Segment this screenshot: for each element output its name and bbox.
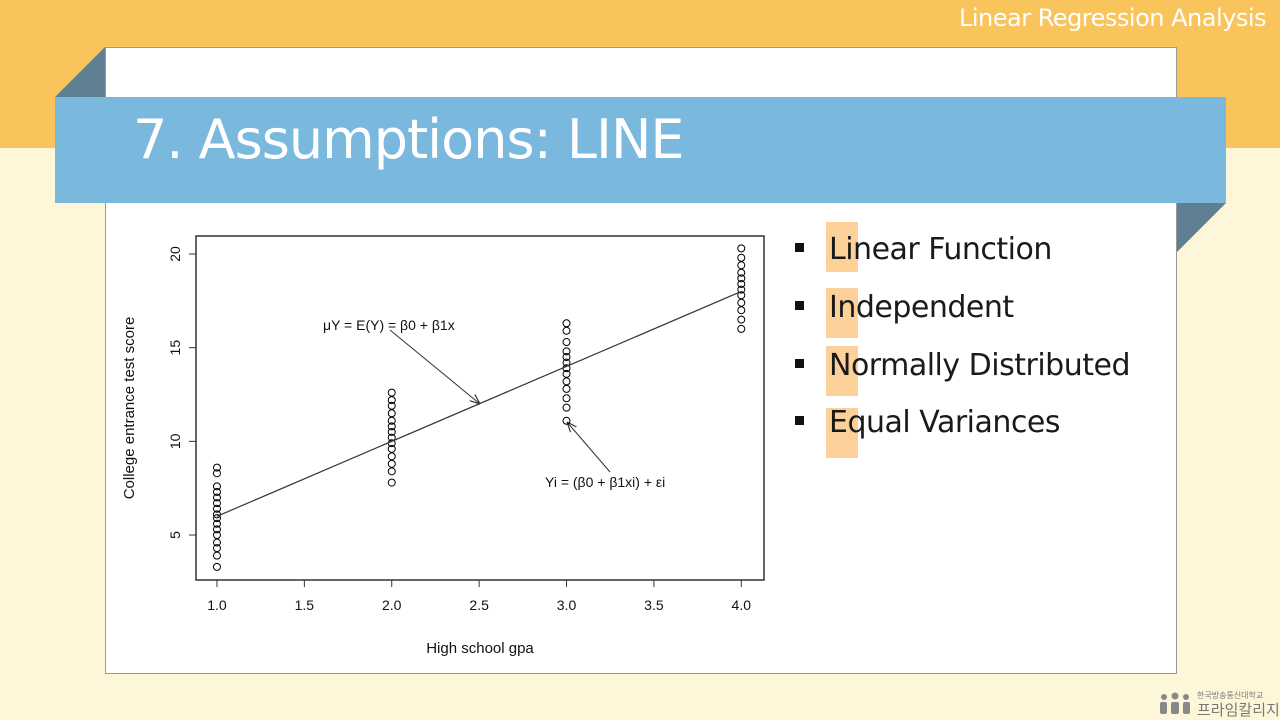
bullet: Normally Distributed: [795, 348, 1131, 383]
x-tick-label: 3.0: [557, 597, 577, 613]
point: [387, 422, 396, 431]
point: [562, 319, 571, 328]
point: [387, 409, 396, 418]
y-tick-label: 10: [167, 433, 183, 449]
point: [387, 427, 396, 436]
point: [737, 279, 746, 288]
x-tick-label: 3.5: [644, 597, 664, 613]
point: [212, 487, 221, 496]
point: [387, 444, 396, 453]
y-tick-label: 15: [167, 340, 183, 356]
slide-title: 7. Assumptions: LINE: [133, 108, 684, 171]
point: [387, 401, 396, 410]
point: [737, 253, 746, 262]
point: [212, 514, 221, 523]
x-tick-label: 1.0: [207, 597, 227, 613]
point: [212, 544, 221, 553]
point: [212, 482, 221, 491]
point: [562, 326, 571, 335]
regression-line: [216, 290, 742, 517]
arrow: [567, 422, 611, 473]
title-banner: [55, 97, 1226, 203]
point: [212, 493, 221, 502]
arrow: [389, 329, 480, 404]
point: [387, 452, 396, 461]
point: [737, 298, 746, 307]
annotation: Yi = (β0 + β1xi) + εi: [545, 474, 665, 490]
point: [212, 525, 221, 534]
plot-frame: [195, 235, 765, 581]
point: [387, 478, 396, 487]
point: [562, 369, 571, 378]
header-label: Linear Regression Analysis: [958, 4, 1267, 32]
y-tick-label: 5: [167, 531, 183, 539]
point: [737, 244, 746, 253]
point: [387, 388, 396, 397]
footer-org: 한국방송통신대학교: [1197, 691, 1264, 700]
bullet: Equal Variances: [795, 405, 1061, 440]
point: [212, 499, 221, 508]
y-axis-label: College entrance test score: [121, 317, 138, 500]
point: [562, 377, 571, 386]
point: [212, 551, 221, 560]
footer-brand: 프라임칼리지: [1197, 701, 1280, 719]
point: [562, 353, 571, 362]
point: [212, 531, 221, 540]
point: [562, 416, 571, 425]
bullet: Linear Function: [795, 232, 1052, 267]
point: [212, 519, 221, 528]
point: [737, 306, 746, 315]
point: [562, 384, 571, 393]
point: [212, 562, 221, 571]
chart: High school gpa College entrance test sc…: [121, 235, 765, 657]
point: [212, 469, 221, 478]
point: [562, 338, 571, 347]
x-tick-label: 4.0: [732, 597, 752, 613]
point: [387, 467, 396, 476]
bullet: Independent: [795, 290, 1014, 325]
y-tick-label: 20: [167, 246, 183, 262]
logo: [1160, 692, 1190, 714]
point: [387, 459, 396, 468]
point: [737, 315, 746, 324]
x-axis-label: High school gpa: [426, 640, 534, 657]
point: [212, 463, 221, 472]
point: [212, 504, 221, 513]
x-tick-label: 2.0: [382, 597, 402, 613]
point: [737, 285, 746, 294]
point: [562, 403, 571, 412]
x-tick-label: 2.5: [469, 597, 489, 613]
point: [737, 324, 746, 333]
point: [562, 347, 571, 356]
x-tick-label: 1.5: [295, 597, 315, 613]
point: [562, 394, 571, 403]
annotation: μY = E(Y) = β0 + β1x: [323, 317, 455, 333]
point: [737, 261, 746, 270]
point: [737, 274, 746, 283]
